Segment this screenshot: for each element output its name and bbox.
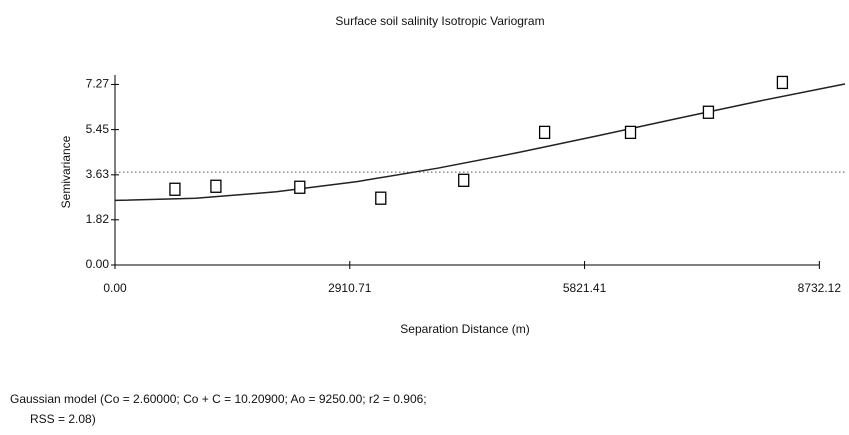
x-tick-label: 8732.12 [798,281,842,295]
y-tick-label: 5.45 [86,122,110,136]
x-tick-label: 0.00 [103,281,127,295]
footnote: RSS = 2.08) [30,412,96,426]
point [624,125,637,140]
point [210,179,222,193]
x-tick-label: 5821.41 [563,281,607,295]
chart-title: Surface soil salinity Isotropic Variogra… [335,14,544,28]
y-tick-label: 1.82 [86,212,110,226]
point [702,105,715,119]
point [375,191,387,205]
y-axis-label: Semivariance [59,135,73,208]
y-tick-label: 3.63 [86,167,110,181]
point [294,180,306,194]
point [538,125,551,140]
y-tick-label: 0.00 [86,257,110,271]
point [776,75,789,90]
footnote: Gaussian model (Co = 2.60000; Co + C = 1… [10,392,427,406]
y-tick-label: 7.27 [86,77,110,91]
x-tick-label: 2910.71 [328,281,372,295]
point [458,173,470,187]
fit-line [114,83,846,202]
point [169,182,181,196]
x-axis-label: Separation Distance (m) [400,322,529,336]
